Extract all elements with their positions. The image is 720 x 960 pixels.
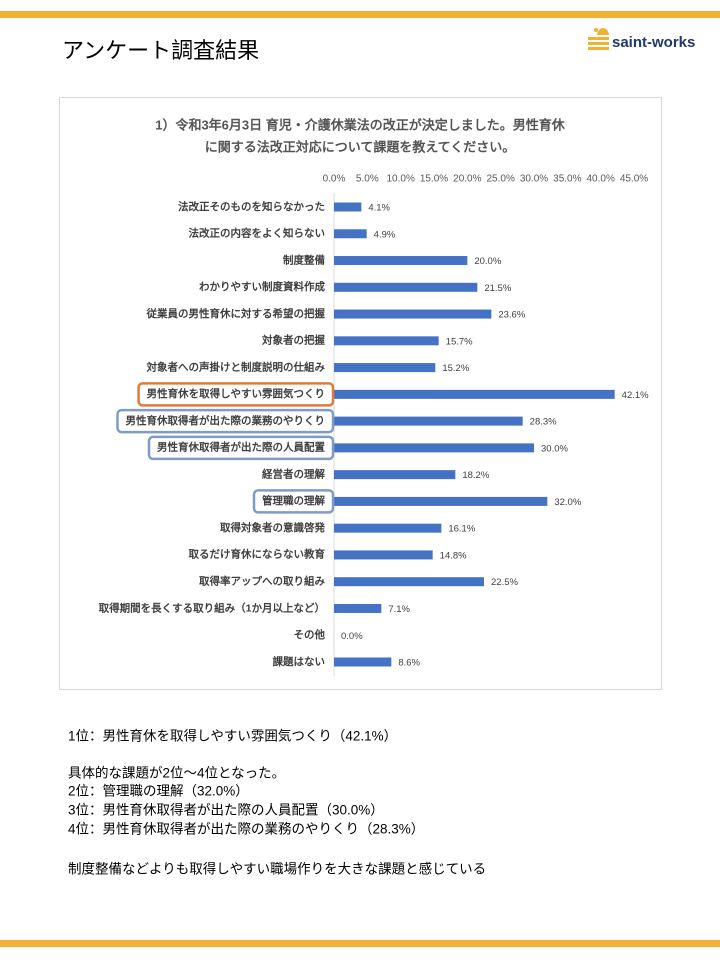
category-label: 男性育休取得者が出た際の業務のやりくり <box>126 414 326 427</box>
bar <box>334 550 433 560</box>
category-label: 経営者の理解 <box>262 467 325 480</box>
bar <box>334 389 615 399</box>
summary-line: 3位：男性育休取得者が出た際の人員配置（30.0%） <box>68 802 384 818</box>
x-tick-label: 45.0% <box>620 174 648 185</box>
summary-line: 制度整備などよりも取得しやすい職場作りを大きな課題と感じている <box>68 861 486 877</box>
category-label: 取得率アップへの取り組み <box>199 574 325 587</box>
value-label: 20.0% <box>474 256 501 267</box>
x-tick-label: 15.0% <box>420 174 448 185</box>
summary: 1位：男性育休を取得しやすい雰囲気つくり（42.1%） 具体的な課題が2位～4位と… <box>68 728 486 877</box>
value-label: 28.3% <box>530 417 557 428</box>
x-tick-label: 10.0% <box>386 174 414 185</box>
bar <box>334 496 548 506</box>
value-label: 15.2% <box>442 363 469 374</box>
x-tick-label: 5.0% <box>356 174 379 185</box>
value-label: 18.2% <box>462 470 489 481</box>
value-label: 4.1% <box>368 203 390 214</box>
bar <box>334 202 362 212</box>
category-label: 制度整備 <box>283 253 325 266</box>
bar <box>334 363 436 373</box>
bar <box>334 282 478 292</box>
category-label: 対象者の把握 <box>261 334 325 347</box>
bar <box>334 470 456 480</box>
x-tick-label: 25.0% <box>486 174 514 185</box>
category-label: 対象者への声掛けと制度説明の仕組み <box>146 360 326 373</box>
x-tick-label: 30.0% <box>520 174 548 185</box>
logo-icon <box>588 28 610 50</box>
bottom-stripe <box>0 940 720 947</box>
bar <box>334 336 439 346</box>
category-label: 課題はない <box>273 655 326 668</box>
x-tick-label: 40.0% <box>586 174 614 185</box>
category-label: 法改正の内容をよく知らない <box>189 227 326 240</box>
value-label: 42.1% <box>622 390 649 401</box>
x-tick-label: 35.0% <box>553 174 581 185</box>
value-label: 32.0% <box>554 497 581 508</box>
x-tick-label: 20.0% <box>453 174 481 185</box>
value-label: 14.8% <box>440 550 467 561</box>
highlight-box <box>252 489 335 514</box>
category-label: その他 <box>294 628 326 641</box>
bar <box>334 256 468 266</box>
top-stripe <box>0 11 720 18</box>
bar <box>334 416 523 426</box>
chart-title: に関する法改正対応について課題を教えてください。 <box>205 139 516 154</box>
summary-line: 2位：管理職の理解（32.0%） <box>68 784 249 799</box>
category-label: 管理職の理解 <box>262 494 325 507</box>
category-label: わかりやすい制度資料作成 <box>199 280 325 293</box>
bar <box>334 523 442 533</box>
chart-title: 1）令和3年6月3日 育児・介護休業法の改正が決定しました。男性育休 <box>155 117 566 132</box>
category-label: 取得期間を長くする取り組み（1か月以上など） <box>99 601 325 614</box>
category-label: 男性育休取得者が出た際の人員配置 <box>157 441 325 454</box>
value-label: 30.0% <box>541 443 568 454</box>
value-label: 15.7% <box>446 336 473 347</box>
bar <box>334 229 367 239</box>
summary-line: 4位：男性育休取得者が出た際の業務のやりくり（28.3%） <box>68 821 424 837</box>
bar <box>334 309 492 319</box>
bar <box>334 603 382 613</box>
value-label: 4.9% <box>374 229 396 240</box>
summary-line: 1位：男性育休を取得しやすい雰囲気つくり（42.1%） <box>68 728 397 744</box>
category-label: 男性育休を取得しやすい雰囲気つくり <box>147 387 325 400</box>
value-label: 22.5% <box>491 577 518 588</box>
value-label: 16.1% <box>448 524 475 535</box>
logo-text: saint-works <box>612 34 695 51</box>
summary-line: 具体的な課題が2位～4位となった。 <box>68 766 285 781</box>
category-label: 法改正そのものを知らなかった <box>178 200 325 213</box>
highlight-box <box>116 408 335 434</box>
value-label: 0.0% <box>341 631 363 642</box>
bar <box>334 577 484 587</box>
category-label: 取るだけ育休にならない教育 <box>189 548 326 561</box>
highlight-box <box>137 382 335 407</box>
x-tick-label: 0.0% <box>323 174 346 185</box>
category-label: 取得対象者の意識啓発 <box>220 521 325 534</box>
value-label: 21.5% <box>484 283 511 294</box>
category-label: 従業員の男性育休に対する希望の把握 <box>146 307 326 320</box>
value-label: 8.6% <box>398 658 420 669</box>
value-label: 7.1% <box>388 604 410 615</box>
bar <box>334 657 392 667</box>
bar <box>334 443 534 453</box>
page-title: アンケート調査結果 <box>62 38 259 63</box>
highlight-box <box>147 435 335 461</box>
value-label: 23.6% <box>498 310 525 321</box>
